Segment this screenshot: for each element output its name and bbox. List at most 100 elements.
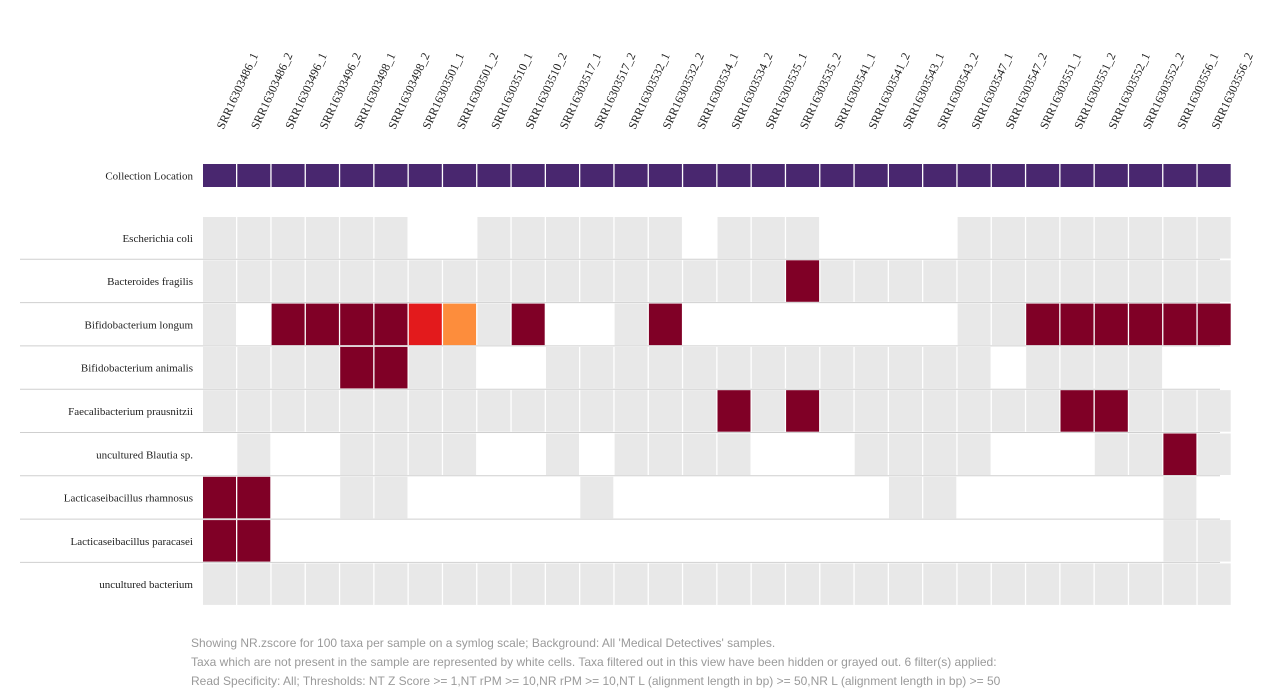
heatmap-cell[interactable] [443, 476, 477, 519]
heatmap-cell[interactable] [271, 260, 305, 302]
heatmap-cell[interactable] [374, 563, 408, 605]
heatmap-cell[interactable] [854, 563, 888, 605]
heatmap-cell[interactable] [580, 260, 614, 302]
heatmap-cell[interactable] [305, 217, 339, 259]
heatmap-cell[interactable] [820, 260, 854, 302]
heatmap-cell[interactable] [1060, 260, 1094, 302]
heatmap-cell[interactable] [1094, 520, 1128, 562]
heatmap-cell[interactable] [374, 476, 408, 519]
heatmap-cell[interactable] [683, 260, 717, 302]
heatmap-cell[interactable] [374, 433, 408, 476]
heatmap-cell[interactable] [443, 390, 477, 432]
heatmap-cell[interactable] [751, 346, 785, 389]
metadata-cell[interactable] [786, 164, 820, 187]
heatmap-cell[interactable] [751, 217, 785, 259]
heatmap-cell[interactable] [1060, 563, 1094, 605]
heatmap-cell[interactable] [889, 260, 922, 302]
heatmap-cell[interactable] [717, 433, 751, 476]
heatmap-cell[interactable] [923, 303, 957, 346]
heatmap-cell[interactable] [1026, 390, 1060, 432]
heatmap-cell[interactable] [957, 520, 991, 562]
heatmap-cell[interactable] [546, 303, 579, 346]
heatmap-cell[interactable] [271, 563, 305, 605]
heatmap-cell[interactable] [648, 476, 682, 519]
heatmap-cell[interactable] [443, 217, 477, 259]
heatmap-cell[interactable] [340, 563, 374, 605]
heatmap-cell[interactable] [511, 346, 545, 389]
heatmap-cell[interactable] [1197, 217, 1231, 259]
heatmap-cell[interactable] [237, 346, 271, 389]
heatmap-cell[interactable] [1060, 303, 1094, 346]
heatmap-cell[interactable] [786, 563, 820, 605]
metadata-cell[interactable] [305, 164, 339, 187]
heatmap-cell[interactable] [923, 563, 957, 605]
heatmap-cell[interactable] [820, 390, 854, 432]
heatmap-cell[interactable] [957, 563, 991, 605]
metadata-cell[interactable] [546, 164, 579, 187]
heatmap-cell[interactable] [408, 390, 442, 432]
heatmap-cell[interactable] [820, 563, 854, 605]
heatmap-cell[interactable] [648, 563, 682, 605]
heatmap-cell[interactable] [683, 433, 717, 476]
metadata-cell[interactable] [1026, 164, 1060, 187]
heatmap-cell[interactable] [237, 563, 271, 605]
heatmap-cell[interactable] [511, 476, 545, 519]
metadata-cell[interactable] [683, 164, 717, 187]
heatmap-cell[interactable] [203, 520, 236, 562]
heatmap-cell[interactable] [957, 476, 991, 519]
heatmap-cell[interactable] [786, 260, 820, 302]
heatmap-cell[interactable] [340, 433, 374, 476]
heatmap-cell[interactable] [889, 520, 922, 562]
heatmap-cell[interactable] [305, 260, 339, 302]
heatmap-cell[interactable] [991, 390, 1025, 432]
heatmap-cell[interactable] [717, 563, 751, 605]
heatmap-cell[interactable] [1129, 563, 1163, 605]
heatmap-cell[interactable] [991, 520, 1025, 562]
heatmap-cell[interactable] [1026, 217, 1060, 259]
heatmap-cell[interactable] [1060, 390, 1094, 432]
heatmap-cell[interactable] [1197, 260, 1231, 302]
heatmap-cell[interactable] [1163, 346, 1197, 389]
taxon-label[interactable]: uncultured Blautia sp. [96, 449, 193, 461]
heatmap-cell[interactable] [1163, 520, 1197, 562]
metadata-cell[interactable] [203, 164, 236, 187]
heatmap-cell[interactable] [614, 346, 648, 389]
heatmap-cell[interactable] [305, 563, 339, 605]
heatmap-cell[interactable] [1060, 476, 1094, 519]
heatmap-cell[interactable] [305, 346, 339, 389]
metadata-cell[interactable] [477, 164, 511, 187]
heatmap-cell[interactable] [683, 217, 717, 259]
heatmap-cell[interactable] [717, 217, 751, 259]
heatmap-cell[interactable] [546, 217, 579, 259]
heatmap-cell[interactable] [648, 346, 682, 389]
heatmap-cell[interactable] [648, 303, 682, 346]
heatmap-cell[interactable] [751, 520, 785, 562]
heatmap-cell[interactable] [683, 520, 717, 562]
heatmap-cell[interactable] [443, 520, 477, 562]
heatmap-cell[interactable] [991, 476, 1025, 519]
heatmap-cell[interactable] [477, 217, 511, 259]
heatmap-cell[interactable] [751, 390, 785, 432]
heatmap-cell[interactable] [408, 563, 442, 605]
heatmap-cell[interactable] [408, 346, 442, 389]
taxon-label[interactable]: Escherichia coli [122, 233, 193, 245]
heatmap-cell[interactable] [374, 520, 408, 562]
taxon-label[interactable]: Bacteroides fragilis [107, 276, 193, 288]
heatmap-cell[interactable] [374, 390, 408, 432]
heatmap-cell[interactable] [340, 390, 374, 432]
heatmap-cell[interactable] [1026, 346, 1060, 389]
heatmap-cell[interactable] [511, 520, 545, 562]
heatmap-cell[interactable] [511, 217, 545, 259]
heatmap-cell[interactable] [271, 346, 305, 389]
heatmap-cell[interactable] [889, 563, 922, 605]
heatmap-cell[interactable] [923, 520, 957, 562]
heatmap-cell[interactable] [751, 303, 785, 346]
heatmap-cell[interactable] [957, 303, 991, 346]
heatmap-cell[interactable] [408, 520, 442, 562]
heatmap-cell[interactable] [580, 303, 614, 346]
heatmap-cell[interactable] [374, 303, 408, 346]
heatmap-cell[interactable] [511, 303, 545, 346]
heatmap-cell[interactable] [683, 303, 717, 346]
heatmap-cell[interactable] [1197, 346, 1231, 389]
heatmap-cell[interactable] [854, 217, 888, 259]
